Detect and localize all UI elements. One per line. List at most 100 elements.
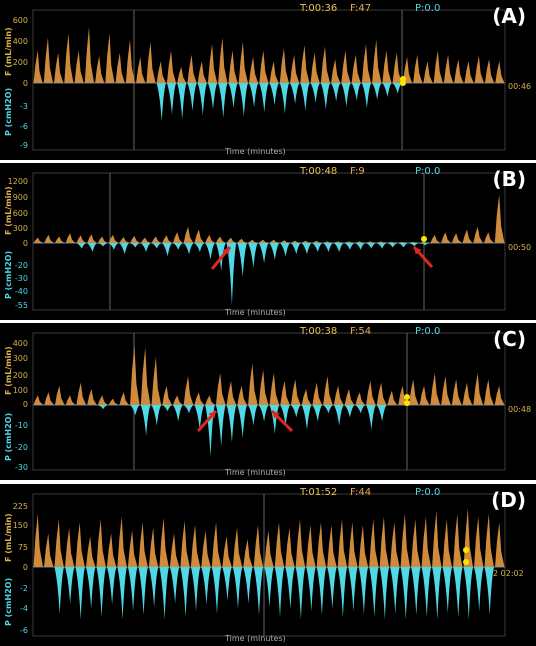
flow-tick: 0 xyxy=(22,563,28,572)
flow-peak xyxy=(177,66,187,83)
flow-peak xyxy=(451,233,462,243)
cursor-marker xyxy=(463,547,469,553)
panel-label: (B) xyxy=(492,167,526,191)
panel-a: T:00:36 F:47 P:0.0 (A) 600 400 200 0 -3 … xyxy=(0,0,536,160)
pressure-trough xyxy=(194,405,205,430)
pressure-trough xyxy=(211,567,222,615)
pressure-tick: -9 xyxy=(20,141,28,150)
flow-peak xyxy=(411,519,421,567)
flow-peak xyxy=(74,50,84,83)
flow-axis-title: F (mL/min) xyxy=(4,27,13,76)
pressure-trough xyxy=(442,567,452,614)
flow-peak xyxy=(355,241,365,243)
flow-peak xyxy=(366,381,376,405)
flow-peak xyxy=(398,385,408,405)
flow-peak xyxy=(361,44,372,83)
flow-peak xyxy=(379,516,390,567)
pressure-axis-title: P (cmH2O) xyxy=(4,87,13,136)
flow-peak xyxy=(494,385,505,405)
pressure-axis-title: P (cmH2O) xyxy=(4,577,13,626)
flow-peak xyxy=(327,525,337,567)
flow-peak xyxy=(413,54,423,83)
flow-peak xyxy=(243,539,253,567)
pressure-trough xyxy=(215,405,226,447)
flow-peak xyxy=(151,236,162,243)
flow-peak xyxy=(351,54,361,83)
panel-label: (C) xyxy=(493,327,526,351)
flow-peak xyxy=(382,50,392,83)
pressure-readout: P:0.0 xyxy=(415,326,441,337)
flow-peak xyxy=(108,234,119,243)
pressure-tick: -2 xyxy=(20,584,28,593)
pressure-trough xyxy=(300,83,310,111)
flow-peak xyxy=(96,519,106,567)
cursor-marker xyxy=(400,80,406,86)
flow-peak xyxy=(291,379,301,405)
flow-peak xyxy=(484,232,494,243)
flow-peak xyxy=(409,241,419,243)
flow-peak xyxy=(392,52,402,83)
flow-tick: 300 xyxy=(12,224,28,233)
pressure-trough xyxy=(333,243,344,252)
pressure-readout: P:0.0 xyxy=(415,3,441,14)
flow-peak xyxy=(119,237,129,243)
pressure-trough xyxy=(463,567,473,620)
flow-readout: F:54 xyxy=(350,326,372,337)
flow-peak xyxy=(484,513,494,567)
pressure-trough xyxy=(162,405,172,412)
pressure-trough xyxy=(474,567,484,612)
flow-peak xyxy=(301,389,312,405)
pressure-trough xyxy=(358,567,369,615)
pressure-trough xyxy=(331,83,341,102)
flow-tick: 400 xyxy=(12,37,28,46)
flow-peak xyxy=(285,527,295,567)
flow-readout: F:44 xyxy=(350,487,372,498)
annotation-arrowhead xyxy=(272,411,280,419)
flow-peak xyxy=(258,369,269,405)
flow-peak xyxy=(462,229,473,243)
flow-peak xyxy=(323,241,333,243)
pressure-trough xyxy=(97,243,108,247)
flow-peak xyxy=(331,59,341,83)
flow-peak xyxy=(162,385,172,405)
clock-readout: 00:46 xyxy=(508,82,532,91)
pressure-trough xyxy=(197,83,207,116)
flow-peak xyxy=(494,194,505,243)
panel-c-plot xyxy=(32,332,506,471)
plot-frame xyxy=(32,332,506,471)
pressure-trough xyxy=(369,567,379,618)
x-axis-title: Time (minutes) xyxy=(225,147,286,156)
flow-peak xyxy=(54,519,64,567)
flow-peak xyxy=(215,373,226,405)
flow-peak xyxy=(306,525,316,567)
panel-b: T:00:48 F:9 P:0.0 (B) 1200 900 600 300 0… xyxy=(0,163,536,320)
flow-peak xyxy=(146,41,156,83)
flow-peak xyxy=(44,234,54,243)
flow-peak xyxy=(87,234,97,243)
flow-tick: 200 xyxy=(12,58,28,67)
flow-peak xyxy=(237,238,247,243)
pressure-readout: P:0.0 xyxy=(415,487,441,498)
flow-tick: 75 xyxy=(17,543,28,552)
flow-peak xyxy=(419,241,430,243)
flow-peak xyxy=(312,240,323,243)
annotation-arrowhead xyxy=(208,411,216,419)
pressure-trough xyxy=(419,243,430,246)
pressure-trough xyxy=(218,83,228,118)
flow-peak xyxy=(441,376,451,405)
pressure-trough xyxy=(194,243,205,252)
flow-peak xyxy=(341,50,351,83)
pressure-trough xyxy=(238,83,248,117)
flow-peak xyxy=(86,536,96,567)
pressure-trough xyxy=(301,405,312,430)
pressure-trough xyxy=(306,567,316,612)
flow-peak xyxy=(454,59,464,83)
flow-peak xyxy=(301,240,312,243)
flow-tick: 200 xyxy=(12,371,28,380)
flow-peak xyxy=(398,241,408,243)
flow-peak xyxy=(130,236,140,243)
flow-peak xyxy=(75,522,85,567)
x-axis-title: Time (minutes) xyxy=(225,308,286,317)
pressure-trough xyxy=(248,243,258,268)
cursor-marker xyxy=(463,559,469,565)
